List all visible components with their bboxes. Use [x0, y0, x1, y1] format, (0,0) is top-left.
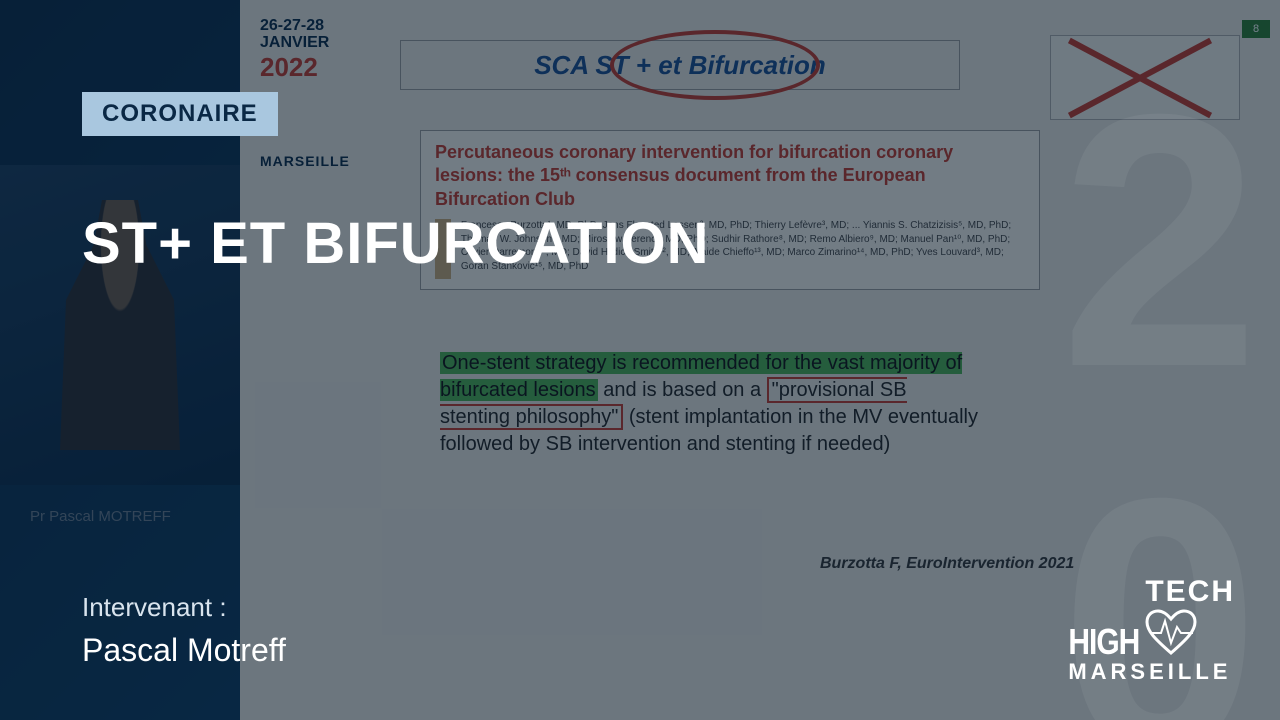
intervenant-label: Intervenant : — [82, 592, 227, 623]
main-title: ST+ ET BIFURCATION — [82, 210, 710, 277]
event-logo: HIGH TECH MARSEILLE — [1068, 575, 1235, 685]
video-thumbnail: 26-27-28 JANVIER 2022 MARSEILLE 8 SCA ST… — [0, 0, 1280, 720]
logo-tech: TECH — [1145, 575, 1235, 609]
logo-high: HIGH — [1068, 627, 1139, 658]
heart-ecg-icon — [1145, 609, 1197, 655]
intervenant-name: Pascal Motreff — [82, 632, 286, 669]
logo-city: MARSEILLE — [1068, 659, 1235, 685]
category-chip: CORONAIRE — [82, 92, 278, 136]
